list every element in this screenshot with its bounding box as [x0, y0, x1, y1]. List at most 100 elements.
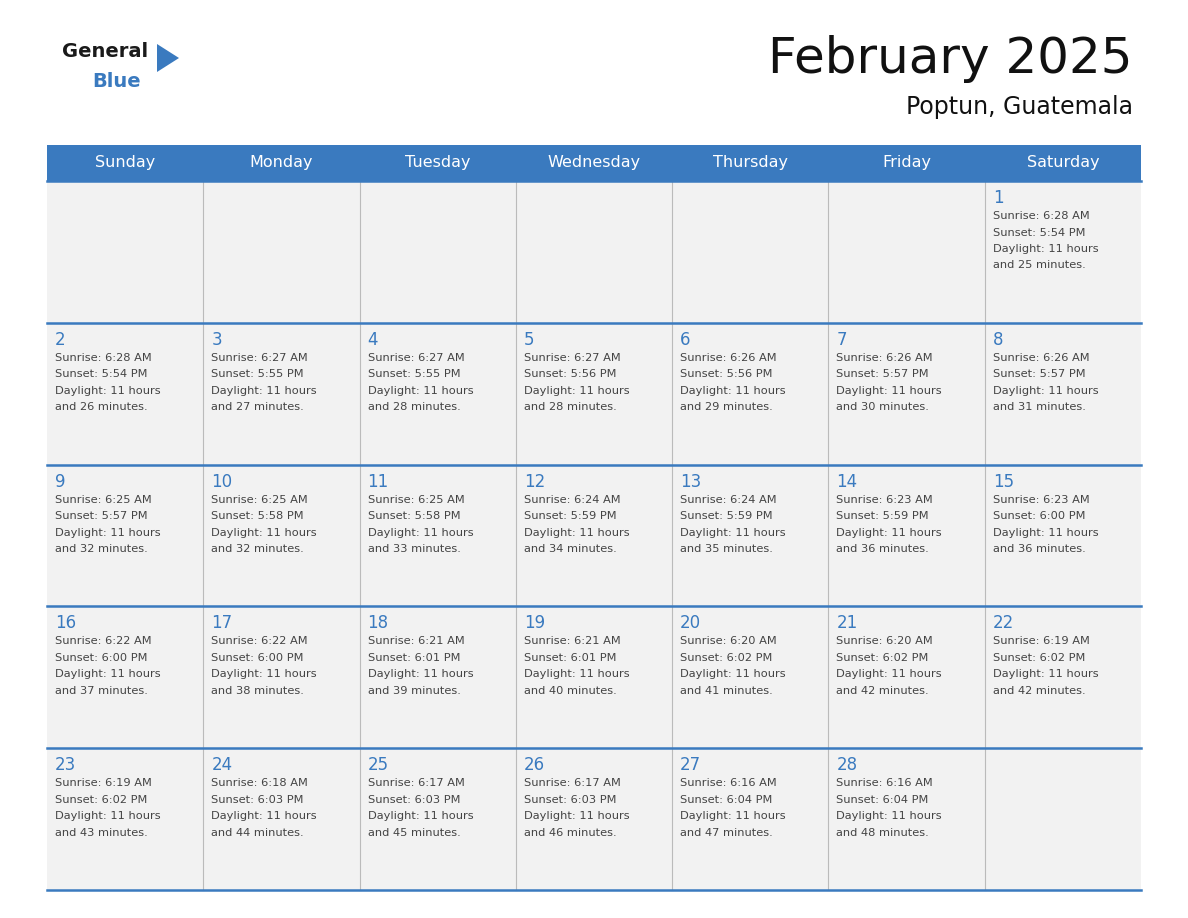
Text: Sunset: 5:58 PM: Sunset: 5:58 PM — [367, 511, 460, 521]
Text: Daylight: 11 hours: Daylight: 11 hours — [836, 812, 942, 822]
Text: Sunrise: 6:24 AM: Sunrise: 6:24 AM — [524, 495, 620, 505]
Bar — [48, 748, 1140, 890]
Text: Sunrise: 6:28 AM: Sunrise: 6:28 AM — [55, 353, 152, 363]
Text: Daylight: 11 hours: Daylight: 11 hours — [211, 812, 317, 822]
Text: 22: 22 — [993, 614, 1015, 633]
Bar — [48, 323, 1140, 465]
Text: 15: 15 — [993, 473, 1013, 490]
Text: 12: 12 — [524, 473, 545, 490]
Text: and 34 minutes.: and 34 minutes. — [524, 544, 617, 554]
Text: and 48 minutes.: and 48 minutes. — [836, 828, 929, 838]
Text: Tuesday: Tuesday — [405, 155, 470, 171]
Text: Sunrise: 6:18 AM: Sunrise: 6:18 AM — [211, 778, 308, 789]
Text: and 43 minutes.: and 43 minutes. — [55, 828, 147, 838]
Text: Sunset: 6:03 PM: Sunset: 6:03 PM — [524, 795, 617, 805]
Text: Sunset: 5:54 PM: Sunset: 5:54 PM — [993, 228, 1085, 238]
Text: and 33 minutes.: and 33 minutes. — [367, 544, 461, 554]
Bar — [48, 145, 1140, 181]
Text: Sunrise: 6:24 AM: Sunrise: 6:24 AM — [681, 495, 777, 505]
Text: 20: 20 — [681, 614, 701, 633]
Text: and 29 minutes.: and 29 minutes. — [681, 402, 773, 412]
Text: Daylight: 11 hours: Daylight: 11 hours — [993, 528, 1099, 538]
Text: Sunrise: 6:27 AM: Sunrise: 6:27 AM — [367, 353, 465, 363]
Text: Daylight: 11 hours: Daylight: 11 hours — [55, 669, 160, 679]
Text: Sunrise: 6:26 AM: Sunrise: 6:26 AM — [993, 353, 1089, 363]
Text: Sunset: 6:02 PM: Sunset: 6:02 PM — [836, 653, 929, 663]
Text: Daylight: 11 hours: Daylight: 11 hours — [211, 386, 317, 396]
Text: Saturday: Saturday — [1026, 155, 1099, 171]
Text: Sunrise: 6:17 AM: Sunrise: 6:17 AM — [524, 778, 621, 789]
Text: and 36 minutes.: and 36 minutes. — [836, 544, 929, 554]
Text: Sunrise: 6:19 AM: Sunrise: 6:19 AM — [993, 636, 1089, 646]
Text: Daylight: 11 hours: Daylight: 11 hours — [524, 386, 630, 396]
Text: and 47 minutes.: and 47 minutes. — [681, 828, 773, 838]
Text: General: General — [62, 42, 148, 61]
Text: 7: 7 — [836, 330, 847, 349]
Text: Daylight: 11 hours: Daylight: 11 hours — [55, 528, 160, 538]
Text: Sunset: 5:59 PM: Sunset: 5:59 PM — [681, 511, 772, 521]
Text: and 37 minutes.: and 37 minutes. — [55, 686, 147, 696]
Text: Sunrise: 6:22 AM: Sunrise: 6:22 AM — [211, 636, 308, 646]
Text: and 39 minutes.: and 39 minutes. — [367, 686, 461, 696]
Text: 4: 4 — [367, 330, 378, 349]
Text: Daylight: 11 hours: Daylight: 11 hours — [836, 386, 942, 396]
Text: and 44 minutes.: and 44 minutes. — [211, 828, 304, 838]
Text: Sunset: 5:55 PM: Sunset: 5:55 PM — [367, 369, 460, 379]
Text: 23: 23 — [55, 756, 76, 774]
Text: Sunset: 6:00 PM: Sunset: 6:00 PM — [211, 653, 304, 663]
Text: Daylight: 11 hours: Daylight: 11 hours — [524, 528, 630, 538]
Text: Sunset: 5:54 PM: Sunset: 5:54 PM — [55, 369, 147, 379]
Text: and 38 minutes.: and 38 minutes. — [211, 686, 304, 696]
Text: Daylight: 11 hours: Daylight: 11 hours — [836, 669, 942, 679]
Text: Sunrise: 6:23 AM: Sunrise: 6:23 AM — [993, 495, 1089, 505]
Text: Sunrise: 6:16 AM: Sunrise: 6:16 AM — [836, 778, 934, 789]
Text: and 41 minutes.: and 41 minutes. — [681, 686, 773, 696]
Bar — [48, 465, 1140, 607]
Text: Daylight: 11 hours: Daylight: 11 hours — [524, 669, 630, 679]
Text: Daylight: 11 hours: Daylight: 11 hours — [367, 386, 473, 396]
Text: Sunrise: 6:27 AM: Sunrise: 6:27 AM — [524, 353, 620, 363]
Text: Daylight: 11 hours: Daylight: 11 hours — [681, 669, 785, 679]
Text: 18: 18 — [367, 614, 388, 633]
Text: Friday: Friday — [881, 155, 931, 171]
Text: and 25 minutes.: and 25 minutes. — [993, 261, 1086, 271]
Text: Sunset: 6:00 PM: Sunset: 6:00 PM — [993, 511, 1085, 521]
Text: Daylight: 11 hours: Daylight: 11 hours — [524, 812, 630, 822]
Text: Daylight: 11 hours: Daylight: 11 hours — [211, 528, 317, 538]
Text: Sunset: 6:02 PM: Sunset: 6:02 PM — [993, 653, 1085, 663]
Text: and 31 minutes.: and 31 minutes. — [993, 402, 1086, 412]
Text: Sunset: 6:01 PM: Sunset: 6:01 PM — [367, 653, 460, 663]
Text: Daylight: 11 hours: Daylight: 11 hours — [55, 812, 160, 822]
Text: 2: 2 — [55, 330, 65, 349]
Text: 28: 28 — [836, 756, 858, 774]
Text: and 28 minutes.: and 28 minutes. — [524, 402, 617, 412]
Text: 8: 8 — [993, 330, 1003, 349]
Polygon shape — [157, 44, 179, 72]
Text: Sunday: Sunday — [95, 155, 156, 171]
Text: and 30 minutes.: and 30 minutes. — [836, 402, 929, 412]
Text: 27: 27 — [681, 756, 701, 774]
Text: Daylight: 11 hours: Daylight: 11 hours — [681, 386, 785, 396]
Text: and 42 minutes.: and 42 minutes. — [836, 686, 929, 696]
Text: Sunset: 6:04 PM: Sunset: 6:04 PM — [681, 795, 772, 805]
Text: Sunset: 6:01 PM: Sunset: 6:01 PM — [524, 653, 617, 663]
Text: Blue: Blue — [91, 72, 140, 91]
Text: Wednesday: Wednesday — [548, 155, 640, 171]
Text: 10: 10 — [211, 473, 233, 490]
Text: 14: 14 — [836, 473, 858, 490]
Text: 1: 1 — [993, 189, 1004, 207]
Text: Sunset: 6:03 PM: Sunset: 6:03 PM — [211, 795, 304, 805]
Text: Daylight: 11 hours: Daylight: 11 hours — [681, 528, 785, 538]
Text: Sunset: 5:55 PM: Sunset: 5:55 PM — [211, 369, 304, 379]
Text: 19: 19 — [524, 614, 545, 633]
Text: 6: 6 — [681, 330, 690, 349]
Text: Sunrise: 6:28 AM: Sunrise: 6:28 AM — [993, 211, 1089, 221]
Text: 9: 9 — [55, 473, 65, 490]
Text: Sunset: 6:04 PM: Sunset: 6:04 PM — [836, 795, 929, 805]
Text: and 32 minutes.: and 32 minutes. — [211, 544, 304, 554]
Text: Sunrise: 6:25 AM: Sunrise: 6:25 AM — [211, 495, 308, 505]
Text: 16: 16 — [55, 614, 76, 633]
Text: and 36 minutes.: and 36 minutes. — [993, 544, 1086, 554]
Text: Sunrise: 6:21 AM: Sunrise: 6:21 AM — [367, 636, 465, 646]
Text: Sunrise: 6:27 AM: Sunrise: 6:27 AM — [211, 353, 308, 363]
